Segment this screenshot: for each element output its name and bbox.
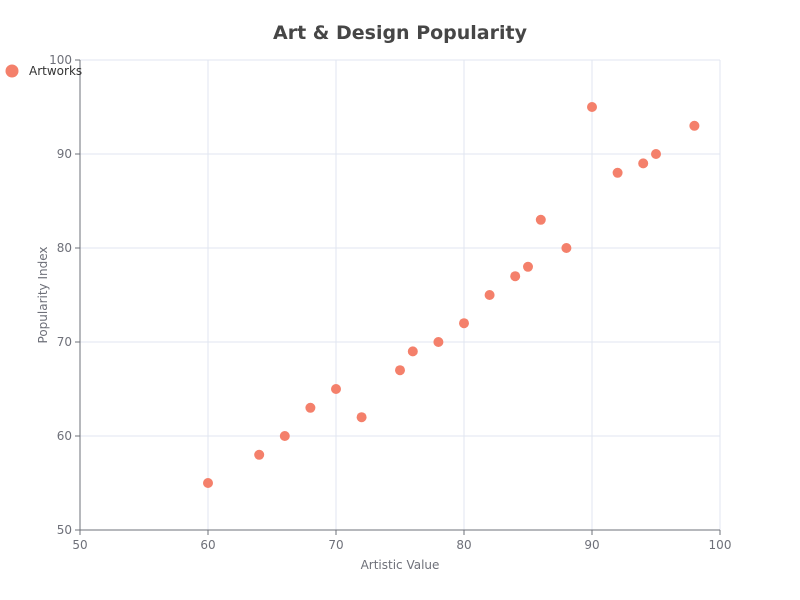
axes [75,59,721,535]
data-point[interactable] [356,412,367,423]
x-axis-label: Artistic Value [361,558,440,572]
data-point[interactable] [689,120,700,131]
data-point[interactable] [433,337,444,347]
data-point[interactable] [651,149,661,159]
data-point[interactable] [523,261,533,272]
legend-marker[interactable] [5,64,19,78]
x-tick-label: 100 [709,538,732,552]
y-tick-label: 70 [57,335,72,349]
y-tick-label: 60 [57,429,72,443]
legend-item-artworks[interactable]: Artworks [29,64,82,78]
data-points [203,102,700,488]
x-tick-label: 60 [200,538,215,552]
data-point[interactable] [561,243,572,253]
y-tick-label: 50 [57,523,72,537]
data-point[interactable] [612,167,623,178]
data-point[interactable] [395,365,405,376]
y-tick-label: 90 [57,147,72,161]
data-point[interactable] [331,384,341,394]
data-point[interactable] [459,318,469,329]
x-tick-label: 80 [456,538,471,552]
data-point[interactable] [510,271,521,282]
data-point[interactable] [407,346,418,357]
data-point[interactable] [203,478,213,488]
x-tick-label: 50 [72,538,87,552]
data-point[interactable] [587,102,597,112]
data-point[interactable] [305,402,316,413]
tick-labels: 50 60 70 80 90 100 50 60 70 80 90 100 [49,53,731,552]
data-point[interactable] [535,214,546,225]
legend[interactable]: Artworks [5,64,83,78]
grid [80,59,721,530]
data-point[interactable] [279,431,290,441]
data-point[interactable] [484,290,495,300]
chart-title: Art & Design Popularity [273,22,528,44]
y-axis-label: Popularity Index [36,247,50,344]
data-point[interactable] [254,449,265,460]
y-tick-label: 80 [57,241,72,255]
x-tick-label: 90 [584,538,599,552]
data-point[interactable] [638,158,649,169]
y-tick-label: 100 [49,53,72,67]
x-tick-label: 70 [328,538,343,552]
